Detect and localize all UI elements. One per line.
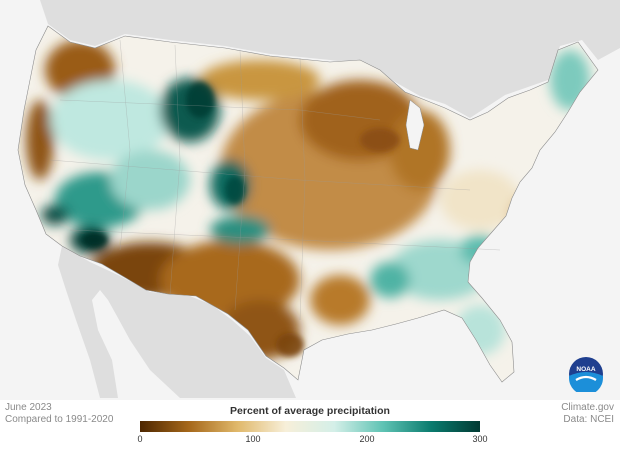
legend-tick-100: 100 — [245, 434, 261, 444]
legend-tick-200: 200 — [359, 434, 375, 444]
legend-color-bar — [140, 421, 480, 432]
noaa-logo-text: NOAA — [576, 366, 595, 373]
comparison-label: Compared to 1991-2020 — [5, 414, 114, 425]
legend-tick-300: 300 — [472, 434, 488, 444]
noaa-logo-icon: NOAA — [569, 357, 603, 392]
legend-footer: June 2023 Compared to 1991-2020 Percent … — [0, 400, 620, 450]
credits: Climate.gov Data: NCEI — [561, 402, 614, 426]
date-info: June 2023 Compared to 1991-2020 — [5, 402, 113, 426]
credit-data: Data: NCEI — [563, 414, 614, 425]
legend-tick-0: 0 — [137, 434, 143, 444]
date-label: June 2023 — [5, 402, 52, 413]
state-borders — [49, 39, 501, 321]
legend-title: Percent of average precipitation — [230, 405, 390, 417]
mexico-land — [58, 246, 296, 398]
lake-michigan — [405, 99, 425, 151]
credit-site: Climate.gov — [561, 402, 614, 413]
canada-land — [40, 0, 620, 118]
precipitation-map — [17, 0, 620, 398]
